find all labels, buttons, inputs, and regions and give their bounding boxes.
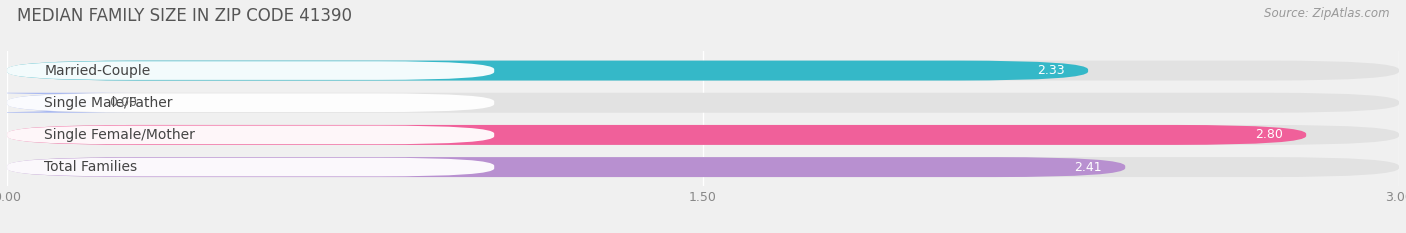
Text: Single Male/Father: Single Male/Father: [44, 96, 173, 110]
Text: 2.41: 2.41: [1074, 161, 1102, 174]
FancyBboxPatch shape: [7, 93, 1399, 113]
FancyBboxPatch shape: [7, 61, 1088, 81]
FancyBboxPatch shape: [0, 93, 136, 113]
FancyBboxPatch shape: [7, 157, 1125, 177]
FancyBboxPatch shape: [7, 93, 495, 112]
Text: Single Female/Mother: Single Female/Mother: [44, 128, 195, 142]
FancyBboxPatch shape: [7, 61, 495, 80]
FancyBboxPatch shape: [7, 158, 495, 176]
FancyBboxPatch shape: [7, 125, 1399, 145]
Text: MEDIAN FAMILY SIZE IN ZIP CODE 41390: MEDIAN FAMILY SIZE IN ZIP CODE 41390: [17, 7, 352, 25]
Text: Total Families: Total Families: [44, 160, 138, 174]
FancyBboxPatch shape: [7, 61, 1399, 81]
Text: 2.33: 2.33: [1038, 64, 1064, 77]
FancyBboxPatch shape: [7, 126, 495, 144]
Text: 2.80: 2.80: [1256, 128, 1284, 141]
Text: Source: ZipAtlas.com: Source: ZipAtlas.com: [1264, 7, 1389, 20]
FancyBboxPatch shape: [7, 125, 1306, 145]
Text: 0.00: 0.00: [110, 96, 138, 109]
Text: Married-Couple: Married-Couple: [44, 64, 150, 78]
FancyBboxPatch shape: [7, 157, 1399, 177]
